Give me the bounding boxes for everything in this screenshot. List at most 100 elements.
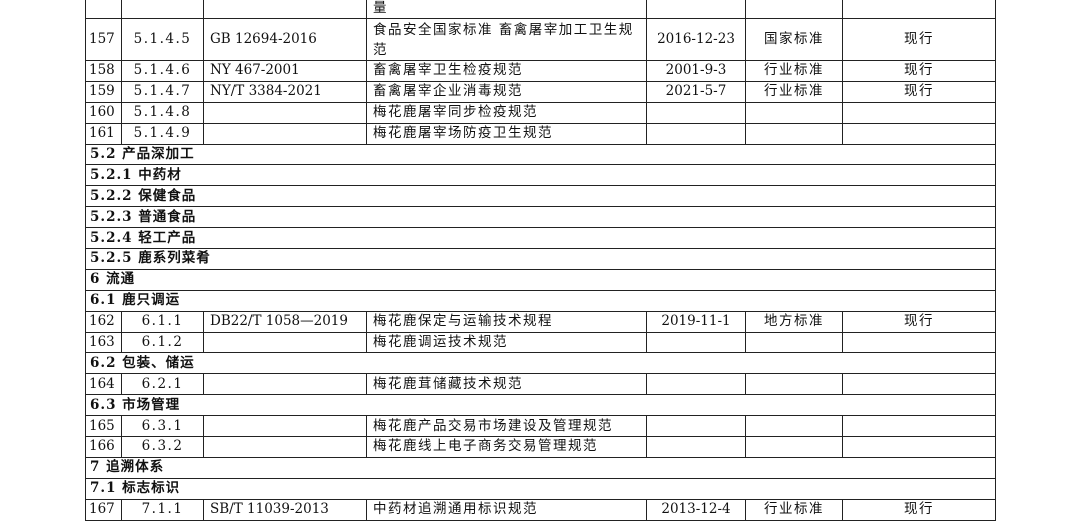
- standard-number: [203, 415, 367, 438]
- section-row: 6 流通: [85, 268, 996, 291]
- standard-status: [842, 331, 996, 354]
- standard-level: [745, 101, 843, 124]
- issue-date: 2016-12-23: [646, 18, 746, 61]
- standard-name: 梅花鹿保定与运输技术规程: [366, 310, 647, 333]
- section-title: 5.2.5 鹿系列菜肴: [85, 248, 996, 270]
- clause-code: 6.1.2: [121, 331, 204, 354]
- table-row: 164 6.2.1 梅花鹿茸储藏技术规范: [85, 373, 996, 396]
- standard-number: [203, 373, 367, 396]
- standard-level: [745, 122, 843, 145]
- clause-code: 5.1.4.9: [121, 122, 204, 145]
- section-row: 6.2 包装、储运: [85, 352, 996, 375]
- standard-level: [745, 0, 843, 19]
- issue-date: 2001-9-3: [646, 60, 746, 82]
- issue-date: 2013-12-4: [646, 498, 746, 521]
- standard-name: 中药材追溯通用标识规范: [366, 498, 647, 521]
- standard-status: [842, 122, 996, 145]
- standard-name: 梅花鹿产品交易市场建设及管理规范: [366, 415, 647, 438]
- standard-status: [842, 373, 996, 396]
- table-row: 160 5.1.4.8 梅花鹿屠宰同步检疫规范: [85, 101, 996, 124]
- table-row: 158 5.1.4.6 NY 467-2001 畜禽屠宰卫生检疫规范 2001-9-3 行…: [85, 60, 996, 82]
- section-row: 6.1 鹿只调运: [85, 289, 996, 312]
- standard-number: [203, 0, 367, 19]
- clause-code: 5.1.4.5: [121, 18, 204, 61]
- standard-level: [745, 436, 843, 458]
- table-row: 166 6.3.2 梅花鹿线上电子商务交易管理规范: [85, 436, 996, 458]
- section-title: 6.1 鹿只调运: [85, 289, 996, 312]
- clause-code: 5.1.4.8: [121, 101, 204, 124]
- clause-code: [121, 0, 204, 19]
- row-number: 163: [85, 331, 122, 354]
- standard-name: 梅花鹿屠宰场防疫卫生规范: [366, 122, 647, 145]
- standard-number: [203, 331, 367, 354]
- standard-number: GB 12694-2016: [203, 18, 367, 61]
- standard-number: [203, 101, 367, 124]
- standard-level: [745, 415, 843, 438]
- clause-code: 6.3.1: [121, 415, 204, 438]
- standard-status: 现行: [842, 60, 996, 82]
- standard-name: 食品安全国家标准 畜禽屠宰加工卫生规范: [366, 18, 647, 61]
- row-number: 157: [85, 18, 122, 61]
- section-row: 5.2.2 保健食品: [85, 185, 996, 208]
- row-number: 166: [85, 436, 122, 458]
- section-row: 7 追溯体系: [85, 456, 996, 479]
- section-title: 7.1 标志标识: [85, 477, 996, 500]
- standard-number: [203, 122, 367, 145]
- standard-level: 国家标准: [745, 18, 843, 61]
- section-row: 6.3 市场管理: [85, 394, 996, 417]
- standard-name: 梅花鹿茸储藏技术规范: [366, 373, 647, 396]
- row-number: [85, 0, 122, 19]
- section-row: 7.1 标志标识: [85, 477, 996, 500]
- section-row: 5.2.5 鹿系列菜肴: [85, 248, 996, 270]
- standard-level: 行业标准: [745, 60, 843, 82]
- issue-date: 2021-5-7: [646, 80, 746, 103]
- row-number: 167: [85, 498, 122, 521]
- section-title: 5.2 产品深加工: [85, 143, 996, 166]
- row-number: 165: [85, 415, 122, 438]
- standard-level: [745, 331, 843, 354]
- standard-status: [842, 415, 996, 438]
- standard-status: 现行: [842, 18, 996, 61]
- issue-date: [646, 373, 746, 396]
- standard-name: 畜禽屠宰卫生检疫规范: [366, 60, 647, 82]
- issue-date: [646, 436, 746, 458]
- table-row: 165 6.3.1 梅花鹿产品交易市场建设及管理规范: [85, 415, 996, 438]
- section-row: 5.2.4 轻工产品: [85, 227, 996, 250]
- section-title: 6 流通: [85, 268, 996, 291]
- issue-date: [646, 415, 746, 438]
- issue-date: 2019-11-1: [646, 310, 746, 333]
- standard-number: [203, 436, 367, 458]
- standard-level: 行业标准: [745, 498, 843, 521]
- row-number: 162: [85, 310, 122, 333]
- section-title: 6.3 市场管理: [85, 394, 996, 417]
- table-row: 157 5.1.4.5 GB 12694-2016 食品安全国家标准 畜禽屠宰加工卫生…: [85, 18, 996, 61]
- issue-date: [646, 101, 746, 124]
- clause-code: 6.3.2: [121, 436, 204, 458]
- standard-number: DB22/T 1058—2019: [203, 310, 367, 333]
- section-row: 5.2 产品深加工: [85, 143, 996, 166]
- standard-status: 现行: [842, 310, 996, 333]
- table-row: 162 6.1.1 DB22/T 1058—2019 梅花鹿保定与运输技术规程 2019…: [85, 310, 996, 333]
- section-row: 5.2.3 普通食品: [85, 206, 996, 229]
- clause-code: 5.1.4.7: [121, 80, 204, 103]
- clause-code: 7.1.1: [121, 498, 204, 521]
- row-number: 158: [85, 60, 122, 82]
- section-title: 6.2 包装、储运: [85, 352, 996, 375]
- clause-code: 6.2.1: [121, 373, 204, 396]
- row-number: 159: [85, 80, 122, 103]
- row-number: 161: [85, 122, 122, 145]
- section-title: 5.2.3 普通食品: [85, 206, 996, 229]
- standard-level: [745, 373, 843, 396]
- standard-status: [842, 0, 996, 19]
- standard-status: [842, 101, 996, 124]
- issue-date: [646, 122, 746, 145]
- issue-date: [646, 0, 746, 19]
- standard-level: 行业标准: [745, 80, 843, 103]
- section-title: 7 追溯体系: [85, 456, 996, 479]
- row-number: 160: [85, 101, 122, 124]
- standard-name: 梅花鹿线上电子商务交易管理规范: [366, 436, 647, 458]
- table-row: 163 6.1.2 梅花鹿调运技术规范: [85, 331, 996, 354]
- standard-name: 梅花鹿屠宰同步检疫规范: [366, 101, 647, 124]
- clause-code: 6.1.1: [121, 310, 204, 333]
- table-row: 量: [85, 0, 996, 19]
